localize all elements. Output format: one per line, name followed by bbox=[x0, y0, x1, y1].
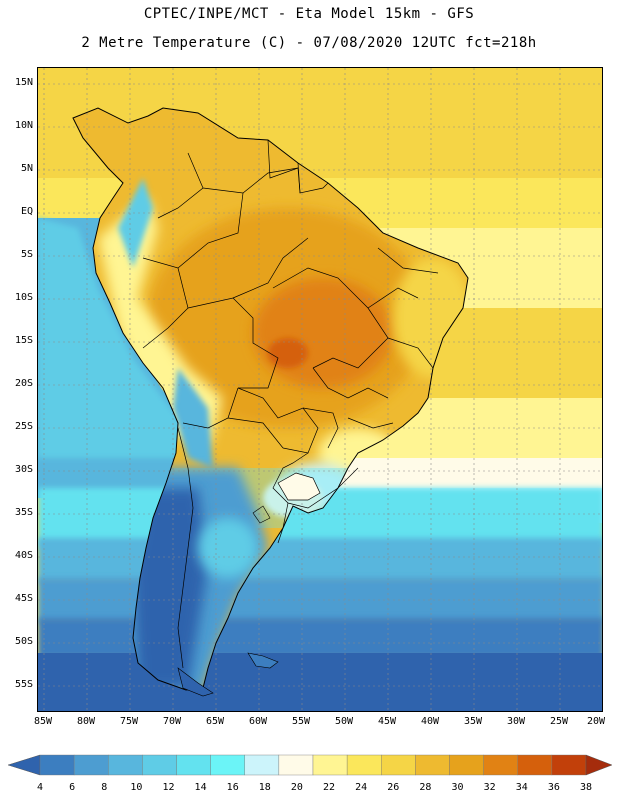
colorbar-tick-label: 30 bbox=[451, 782, 464, 793]
colorbar-swatch bbox=[517, 754, 553, 776]
colorbar-swatch bbox=[108, 754, 143, 776]
lat-label: EQ bbox=[20, 206, 33, 217]
lat-label: 10N bbox=[14, 120, 33, 131]
country-borders bbox=[142, 139, 439, 669]
colorbar-tick-label: 22 bbox=[323, 782, 336, 793]
colorbar-swatch bbox=[73, 754, 109, 776]
colorbar-swatch bbox=[278, 754, 314, 776]
lon-label: 30W bbox=[506, 716, 526, 727]
colorbar-arrow-low bbox=[7, 754, 41, 776]
colorbar-tick-label: 20 bbox=[290, 782, 303, 793]
colorbar-tick-label: 8 bbox=[101, 782, 108, 793]
tierra-del-fuego bbox=[177, 667, 214, 697]
colorbar-swatch bbox=[312, 754, 348, 776]
lat-label: 15S bbox=[14, 335, 33, 346]
lon-label: 20W bbox=[586, 716, 606, 727]
colorbar-swatch bbox=[415, 754, 450, 776]
lat-label: 15N bbox=[14, 77, 33, 88]
lon-label: 45W bbox=[377, 716, 397, 727]
falkland-islands bbox=[247, 652, 279, 669]
lon-label: 85W bbox=[33, 716, 53, 727]
colorbar-arrow-high bbox=[585, 754, 613, 776]
lon-label: 55W bbox=[291, 716, 311, 727]
colorbar-swatch bbox=[210, 754, 245, 776]
lat-label: 5N bbox=[20, 163, 33, 174]
colorbar-swatch bbox=[449, 754, 484, 776]
map-title-line-1: CPTEC/INPE/MCT - Eta Model 15km - GFS bbox=[143, 6, 475, 22]
colorbar-tick-label: 38 bbox=[579, 782, 593, 793]
colorbar-tick-label: 12 bbox=[162, 782, 175, 793]
colorbar-tick-label: 36 bbox=[547, 782, 560, 793]
lon-label: 65W bbox=[205, 716, 225, 727]
lat-label: 45S bbox=[14, 593, 33, 604]
colorbar-swatch bbox=[244, 754, 280, 776]
ocean-band-8 bbox=[38, 578, 602, 623]
lat-label: 10S bbox=[14, 292, 33, 303]
lat-label: 30S bbox=[14, 464, 33, 475]
colorbar-swatch bbox=[346, 754, 382, 776]
colorbar-tick-label: 14 bbox=[194, 782, 207, 793]
lat-label: 40S bbox=[14, 550, 33, 561]
colorbar-swatch bbox=[176, 754, 211, 776]
colorbar-swatch bbox=[483, 754, 518, 776]
colorbar-tick-label: 28 bbox=[419, 782, 432, 793]
colorbar-tick-label: 6 bbox=[69, 782, 76, 793]
colorbar-tick-label: 26 bbox=[387, 782, 400, 793]
lon-label: 60W bbox=[248, 716, 268, 727]
colorbar-tick-label: 32 bbox=[483, 782, 496, 793]
colorbar-tick-label: 24 bbox=[355, 782, 368, 793]
lat-label: 35S bbox=[14, 507, 33, 518]
lat-label: 25S bbox=[14, 421, 33, 432]
lon-label: 35W bbox=[463, 716, 483, 727]
lon-label: 50W bbox=[334, 716, 354, 727]
ocean-band-6 bbox=[38, 618, 602, 658]
colorbar-tick-label: 34 bbox=[515, 782, 528, 793]
colorbar-swatch bbox=[39, 754, 75, 776]
lat-label: 20S bbox=[14, 378, 33, 389]
lon-label: 75W bbox=[119, 716, 139, 727]
lon-label: 25W bbox=[549, 716, 569, 727]
lat-label: 50S bbox=[14, 636, 33, 647]
lon-label: 70W bbox=[162, 716, 182, 727]
map-title-line-2: 2 Metre Temperature (C) - 07/08/2020 12U… bbox=[81, 35, 537, 51]
colorbar-tick-label: 4 bbox=[36, 782, 44, 793]
lat-label: 5S bbox=[20, 249, 33, 260]
colorbar-swatch bbox=[142, 754, 177, 776]
colorbar-swatch bbox=[381, 754, 416, 776]
ocean-band-10 bbox=[38, 538, 602, 583]
temperature-colorbar bbox=[7, 754, 613, 776]
map-canvas bbox=[38, 68, 602, 711]
lon-label: 80W bbox=[76, 716, 96, 727]
lat-label: 55S bbox=[14, 679, 33, 690]
colorbar-tick-label: 16 bbox=[226, 782, 239, 793]
lon-label: 40W bbox=[420, 716, 440, 727]
temperature-map bbox=[37, 67, 603, 712]
colorbar-tick-label: 18 bbox=[258, 782, 271, 793]
rio-de-la-plata bbox=[252, 505, 271, 524]
colorbar-tick-label: 10 bbox=[130, 782, 143, 793]
uruguay-region bbox=[277, 472, 321, 501]
ocean-band-4 bbox=[38, 653, 602, 711]
colorbar-swatch bbox=[551, 754, 587, 776]
graticule bbox=[38, 68, 602, 711]
pacific-band-12 bbox=[38, 218, 198, 458]
